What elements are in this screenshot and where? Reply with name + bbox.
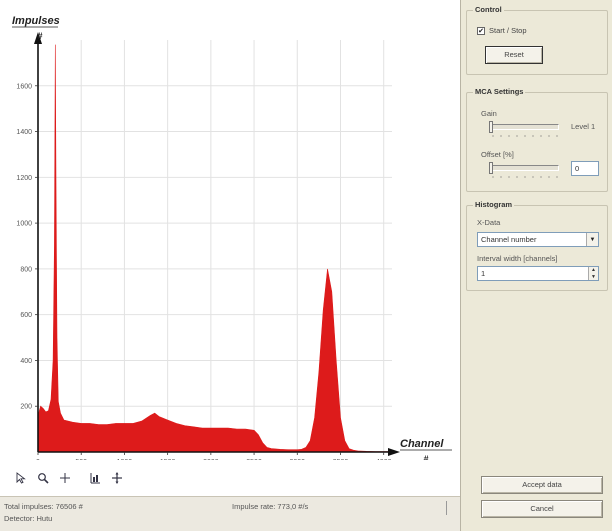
y-tick-label: 1400	[16, 129, 32, 136]
y-tick-label: 400	[20, 358, 32, 365]
histogram-group: Histogram X-Data Channel number ▼ Interv…	[466, 200, 608, 291]
zoom-icon[interactable]	[34, 469, 52, 487]
pan-icon[interactable]	[86, 469, 104, 487]
control-group: Control ✔ Start / Stop Reset	[466, 5, 608, 75]
xdata-select[interactable]: Channel number ▼	[477, 232, 599, 247]
x-tick-label: 1000	[117, 459, 133, 460]
mca-settings-title: MCA Settings	[473, 87, 526, 96]
interval-value: 1	[481, 269, 486, 278]
spin-up-icon[interactable]: ▲	[591, 267, 596, 274]
x-axis-arrow	[388, 448, 400, 456]
x-axis-unit: #	[423, 454, 428, 460]
x-axis-title: Channel	[400, 438, 444, 450]
gain-slider[interactable]	[489, 124, 559, 130]
start-stop-checkbox[interactable]: ✔	[477, 26, 485, 35]
x-tick-label: 500	[75, 459, 87, 460]
x-tick-label: 1500	[160, 459, 176, 460]
x-tick-label: 2000	[203, 459, 219, 460]
y-tick-label: 800	[20, 266, 32, 273]
spectrum-area	[37, 44, 393, 453]
spin-down-icon[interactable]: ▼	[591, 273, 596, 280]
y-tick-label: 1600	[16, 83, 32, 90]
x-tick-label: 3000	[289, 459, 305, 460]
status-separator	[446, 501, 447, 515]
y-tick-label: 1000	[16, 221, 32, 228]
start-stop-label: Start / Stop	[489, 26, 527, 35]
gain-slider-thumb[interactable]	[489, 121, 493, 133]
offset-label: Offset [%]	[481, 150, 514, 159]
ticks: 0 500 1000 1500 2000 2500 3000 3500 4000 200 400 60…	[16, 83, 391, 460]
y-axis-title: Impulses	[12, 15, 60, 27]
detector-text: Detector: Hutu	[4, 514, 53, 523]
x-tick-label: 4000	[376, 459, 392, 460]
chevron-down-icon[interactable]: ▼	[586, 233, 598, 246]
offset-slider-thumb[interactable]	[489, 162, 493, 174]
series-layer	[37, 44, 393, 453]
interval-spinner[interactable]: 1 ▲ ▼	[477, 266, 599, 281]
xdata-label: X-Data	[477, 218, 501, 227]
reset-button[interactable]: Reset	[485, 46, 543, 64]
y-axis-arrow	[34, 32, 42, 44]
y-axis-unit: #	[37, 31, 42, 41]
x-tick-label: 2500	[246, 459, 262, 460]
x-tick-label: 3500	[333, 459, 349, 460]
move-icon[interactable]	[108, 469, 126, 487]
axes	[34, 32, 400, 456]
offset-input[interactable]: 0	[571, 161, 599, 176]
spectrum-chart[interactable]: 0 500 1000 1500 2000 2500 3000 3500 4000 200 400 60…	[0, 0, 460, 460]
start-stop-row[interactable]: ✔ Start / Stop	[477, 26, 527, 35]
xdata-select-value: Channel number	[481, 235, 537, 244]
gain-level-text: Level 1	[571, 122, 596, 131]
impulse-rate-text: Impulse rate: 773,0 #/s	[232, 502, 309, 511]
interval-label: Interval width [channels]	[477, 254, 558, 263]
control-panel: Control ✔ Start / Stop Reset MCA Setting…	[460, 0, 612, 531]
crosshair-icon[interactable]	[56, 469, 74, 487]
x-tick-label: 0	[36, 459, 40, 460]
control-group-title: Control	[473, 5, 504, 14]
y-tick-label: 600	[20, 312, 32, 319]
cursor-icon[interactable]	[12, 469, 30, 487]
y-tick-label: 200	[20, 404, 32, 411]
spinner-arrows-icon[interactable]: ▲ ▼	[588, 267, 598, 280]
offset-slider[interactable]	[489, 165, 559, 171]
offset-slider-ticks	[489, 175, 559, 179]
status-bar: Total impulses: 76506 # Impulse rate: 77…	[0, 496, 460, 531]
accept-data-button[interactable]: Accept data	[481, 476, 603, 494]
gain-slider-ticks	[489, 134, 559, 138]
grid	[38, 40, 392, 452]
spectrum-plot[interactable]: 0 500 1000 1500 2000 2500 3000 3500 4000 200 400 60…	[0, 0, 460, 460]
histogram-title: Histogram	[473, 200, 515, 209]
plot-toolbar	[12, 468, 132, 488]
gain-label: Gain	[481, 109, 497, 118]
mca-settings-group: MCA Settings Gain Level 1 Offset [%] 0	[466, 87, 608, 192]
total-impulses-text: Total impulses: 76506 #	[4, 502, 83, 511]
y-tick-label: 1200	[16, 175, 32, 182]
cancel-button[interactable]: Cancel	[481, 500, 603, 518]
